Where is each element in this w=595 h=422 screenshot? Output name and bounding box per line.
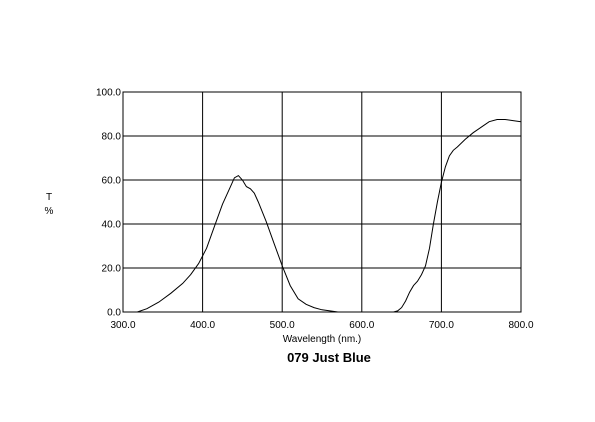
- y-axis-label-percent: %: [45, 206, 54, 217]
- y-tick-label: 20.0: [102, 264, 122, 275]
- plot-area-frame: [122, 91, 522, 313]
- y-axis-ticks: 0.0 20.0 40.0 60.0 80.0 100.0: [96, 88, 121, 319]
- x-tick-label: 600.0: [349, 320, 374, 331]
- x-tick-label: 800.0: [508, 320, 533, 331]
- y-tick-label: 40.0: [102, 220, 122, 231]
- y-tick-label: 100.0: [96, 88, 121, 99]
- x-tick-label: 300.0: [110, 320, 135, 331]
- chart-grid: [123, 92, 521, 312]
- y-tick-label: 0.0: [107, 308, 121, 319]
- x-tick-label: 500.0: [270, 320, 295, 331]
- y-axis-label-t: T: [46, 192, 52, 203]
- x-tick-label: 700.0: [429, 320, 454, 331]
- series-line: [137, 119, 522, 313]
- x-axis-ticks: 300.0 400.0 500.0 600.0 700.0 800.0: [110, 320, 533, 331]
- y-tick-label: 80.0: [102, 132, 122, 143]
- chart-title: 079 Just Blue: [287, 350, 371, 365]
- x-tick-label: 400.0: [190, 320, 215, 331]
- x-axis-label: Wavelength (nm.): [283, 334, 362, 345]
- y-tick-label: 60.0: [102, 176, 122, 187]
